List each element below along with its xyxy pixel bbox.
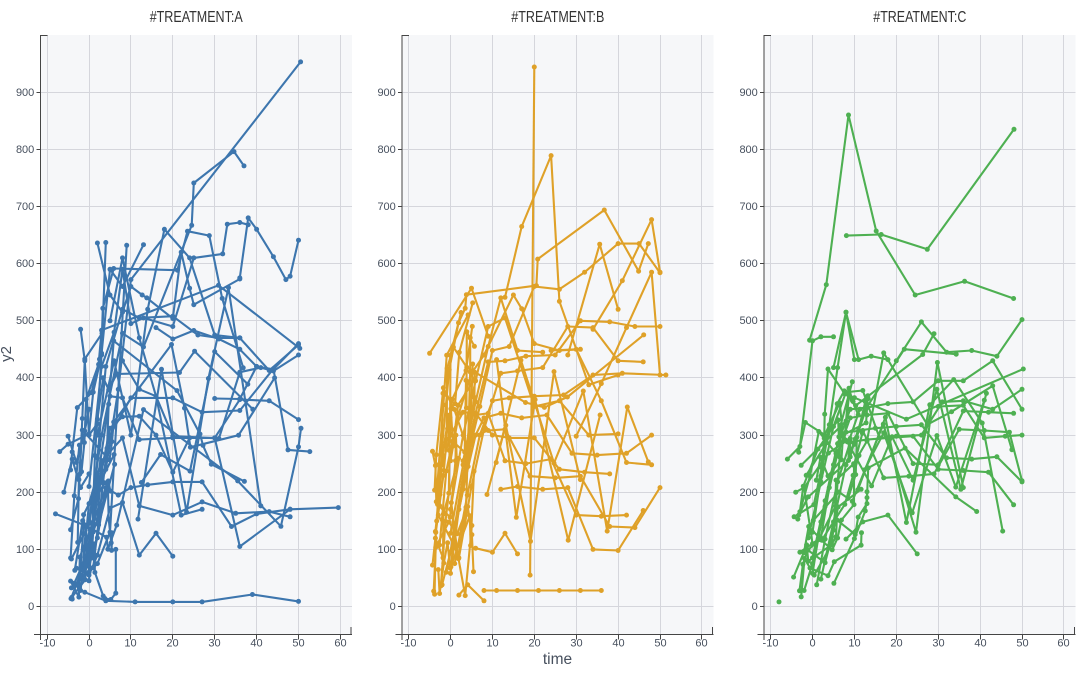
svg-text:50: 50	[1016, 637, 1028, 649]
svg-text:100: 100	[377, 544, 395, 556]
svg-text:0: 0	[28, 601, 34, 613]
svg-text:100: 100	[739, 544, 757, 556]
svg-text:40: 40	[974, 637, 986, 649]
svg-text:20: 20	[166, 637, 178, 649]
svg-text:500: 500	[377, 315, 395, 327]
svg-text:100: 100	[16, 544, 34, 556]
svg-text:0: 0	[390, 601, 396, 613]
svg-text:#TREATMENT:B: #TREATMENT:B	[511, 9, 604, 26]
svg-text:-10: -10	[401, 637, 417, 649]
svg-text:0: 0	[809, 637, 815, 649]
svg-text:60: 60	[695, 637, 707, 649]
svg-text:50: 50	[292, 637, 304, 649]
svg-text:0: 0	[752, 601, 758, 613]
svg-text:400: 400	[16, 372, 34, 384]
svg-text:800: 800	[739, 144, 757, 156]
svg-text:800: 800	[377, 144, 395, 156]
svg-text:600: 600	[16, 258, 34, 270]
svg-text:20: 20	[528, 637, 540, 649]
svg-text:y2: y2	[0, 346, 15, 362]
svg-text:40: 40	[250, 637, 262, 649]
svg-text:300: 300	[739, 430, 757, 442]
svg-text:900: 900	[16, 87, 34, 99]
svg-text:700: 700	[377, 201, 395, 213]
svg-text:300: 300	[16, 430, 34, 442]
svg-text:#TREATMENT:A: #TREATMENT:A	[150, 9, 243, 26]
svg-text:200: 200	[16, 487, 34, 499]
svg-text:#TREATMENT:C: #TREATMENT:C	[873, 9, 966, 26]
svg-text:30: 30	[570, 637, 582, 649]
svg-text:30: 30	[932, 637, 944, 649]
svg-text:30: 30	[208, 637, 220, 649]
svg-text:900: 900	[377, 87, 395, 99]
svg-text:60: 60	[334, 637, 346, 649]
svg-text:0: 0	[447, 637, 453, 649]
svg-text:200: 200	[377, 487, 395, 499]
svg-text:-10: -10	[763, 637, 779, 649]
svg-text:20: 20	[890, 637, 902, 649]
svg-text:400: 400	[377, 372, 395, 384]
svg-text:300: 300	[377, 430, 395, 442]
svg-text:600: 600	[377, 258, 395, 270]
svg-text:0: 0	[86, 637, 92, 649]
svg-text:40: 40	[612, 637, 624, 649]
svg-text:900: 900	[739, 87, 757, 99]
svg-text:700: 700	[16, 201, 34, 213]
svg-text:10: 10	[848, 637, 860, 649]
svg-text:500: 500	[16, 315, 34, 327]
svg-text:10: 10	[124, 637, 136, 649]
svg-text:500: 500	[739, 315, 757, 327]
svg-text:10: 10	[486, 637, 498, 649]
svg-text:600: 600	[739, 258, 757, 270]
svg-text:400: 400	[739, 372, 757, 384]
svg-text:700: 700	[739, 201, 757, 213]
svg-text:200: 200	[739, 487, 757, 499]
svg-text:60: 60	[1057, 637, 1069, 649]
svg-text:-10: -10	[40, 637, 56, 649]
svg-text:800: 800	[16, 144, 34, 156]
svg-text:time: time	[543, 651, 572, 668]
svg-text:50: 50	[654, 637, 666, 649]
